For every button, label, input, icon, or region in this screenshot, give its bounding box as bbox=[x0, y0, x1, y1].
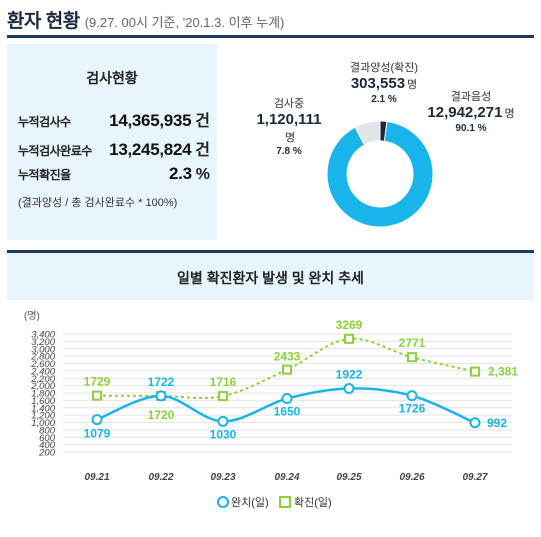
recovered-point bbox=[155, 390, 167, 402]
test-status-panel: 검사현황 누적검사수 14,365,935 건 누적검사완료수 13,245,82… bbox=[7, 44, 217, 240]
stat-value: 2.3 bbox=[169, 164, 192, 183]
confirmed-point bbox=[470, 366, 480, 377]
donut-segment-positive bbox=[379, 120, 388, 142]
stat-unit: % bbox=[195, 166, 210, 183]
confirmed-point bbox=[407, 352, 417, 363]
y-tick-label: 2,600 bbox=[30, 359, 55, 370]
y-tick-label: 1,800 bbox=[31, 389, 55, 400]
recovered-data-label: 1650 bbox=[274, 405, 301, 419]
y-tick-label: 2,800 bbox=[30, 352, 55, 363]
confirmed-data-label: 2,381 bbox=[488, 365, 518, 379]
recovered-point bbox=[217, 415, 229, 427]
donut-panel: 결과양성(확진) 303,553 명 2.1 % 검사중 1,120,111 명 7… bbox=[221, 44, 534, 240]
recovered-data-label: 1079 bbox=[84, 427, 111, 441]
x-tick-label: 09.25 bbox=[336, 472, 361, 483]
label-percent: 7.8 % bbox=[276, 146, 302, 157]
trend-chart-panel: 일별 확진환자 발생 및 완치 추세 (명) 3,400 3,200 3,000 2,8… bbox=[7, 253, 534, 535]
stat-label: 누적검사완료수 bbox=[18, 144, 92, 158]
label-value: 303,553 bbox=[350, 75, 406, 92]
label-name: 결과음성 bbox=[450, 91, 492, 103]
recovered-data-label: 992 bbox=[487, 416, 507, 430]
y-tick-label: 2,400 bbox=[30, 366, 55, 377]
stat-label: 누적검사수 bbox=[18, 115, 71, 129]
recovered-data-label: 1726 bbox=[399, 402, 426, 416]
page-header: 환자 현황 (9.27. 00시 기준, '20.1.3. 이후 누계) bbox=[7, 6, 284, 36]
stat-unit: 건 bbox=[195, 142, 210, 159]
y-tick-label: 2,000 bbox=[30, 381, 55, 392]
y-tick-label: 1,400 bbox=[31, 403, 55, 414]
label-unit: 명 bbox=[504, 108, 515, 120]
recovered-data-label: 1922 bbox=[336, 368, 363, 382]
label-value: 1,120,111 bbox=[256, 111, 322, 128]
stat-value: 13,245,824 bbox=[109, 140, 192, 159]
formula-note: (결과양성 / 총 검사완료수 * 100%) bbox=[18, 197, 178, 209]
donut-chart bbox=[326, 120, 434, 228]
recovered-point bbox=[406, 390, 418, 402]
donut-label-negative: 결과음성 12,942,271 명 90.1 % bbox=[411, 88, 531, 134]
label-name: 결과양성(확진) bbox=[349, 62, 419, 74]
label-unit: 명 bbox=[284, 132, 296, 144]
confirmed-data-label: 2433 bbox=[274, 350, 301, 364]
confirmed-data-label: 1716 bbox=[210, 375, 237, 389]
chart-title-bar bbox=[7, 253, 534, 300]
y-tick-label: 200 bbox=[38, 448, 56, 459]
y-tick-label: 3,200 bbox=[31, 337, 55, 348]
legend-confirmed-marker bbox=[279, 496, 291, 508]
recovered-point bbox=[343, 383, 355, 395]
chart-title: 일별 확진환자 발생 및 완치 추세 bbox=[177, 270, 364, 286]
label-percent: 90.1 % bbox=[455, 123, 487, 134]
confirmed-point bbox=[344, 333, 354, 344]
confirmed-point bbox=[282, 364, 292, 375]
x-tick-label: 09.26 bbox=[399, 472, 424, 483]
x-tick-label: 09.27 bbox=[462, 472, 487, 483]
stat-row-positive-rate: 누적확진율 2.3% bbox=[18, 164, 210, 184]
recovered-point bbox=[469, 417, 481, 429]
line-chart: (명)3,4003,2003,0002,8002,6002,4002,2002,… bbox=[24, 310, 518, 509]
label-unit: 명 bbox=[407, 79, 418, 91]
y-tick-label: 2,200 bbox=[30, 374, 55, 385]
recovered-data-label: 1722 bbox=[148, 375, 175, 389]
donut-label-positive: 결과양성(확진) 303,553 명 2.1 % bbox=[329, 59, 439, 105]
section-divider bbox=[7, 250, 534, 253]
confirmed-data-label: 2771 bbox=[399, 336, 426, 350]
stat-value: 14,365,935 bbox=[109, 111, 192, 130]
confirmed-point bbox=[218, 391, 228, 402]
page-title: 환자 현황 bbox=[7, 11, 80, 32]
label-name: 검사중 bbox=[273, 98, 305, 110]
y-tick-label: 3,400 bbox=[31, 330, 55, 341]
stat-unit: 건 bbox=[195, 113, 210, 130]
legend-recovered-label: 완치(일) bbox=[231, 495, 269, 509]
donut-label-testing: 검사중 1,120,111 명 7.8 % bbox=[241, 95, 337, 157]
x-tick-label: 09.22 bbox=[148, 472, 173, 483]
y-tick-label: 800 bbox=[39, 425, 56, 436]
y-tick-label: 1,200 bbox=[31, 411, 55, 422]
x-tick-label: 09.23 bbox=[210, 472, 235, 483]
x-tick-label: 09.24 bbox=[274, 472, 299, 483]
label-value: 12,942,271 bbox=[427, 104, 503, 121]
label-percent: 2.1 % bbox=[371, 94, 397, 105]
y-tick-label: 400 bbox=[39, 440, 56, 451]
header-divider bbox=[7, 35, 534, 38]
stat-label: 누적확진율 bbox=[18, 168, 71, 182]
stat-row-completed-tests: 누적검사완료수 13,245,824 건 bbox=[18, 136, 210, 160]
stat-row-total-tests: 누적검사수 14,365,935 건 bbox=[18, 107, 210, 131]
y-axis-label: (명) bbox=[24, 310, 40, 322]
y-tick-label: 1,000 bbox=[31, 418, 55, 429]
confirmed-point bbox=[92, 390, 102, 401]
recovered-point bbox=[281, 393, 293, 405]
y-tick-label: 600 bbox=[39, 433, 56, 444]
test-status-title: 검사현황 bbox=[86, 70, 138, 86]
x-tick-label: 09.21 bbox=[84, 472, 109, 483]
legend-recovered-marker bbox=[217, 496, 229, 508]
legend-confirmed-label: 확진(일) bbox=[294, 495, 332, 509]
confirmed-data-label: 3269 bbox=[336, 318, 363, 332]
donut-segment-negative bbox=[326, 120, 434, 228]
y-tick-label: 3,000 bbox=[31, 344, 55, 355]
y-tick-label: 1,600 bbox=[31, 396, 55, 407]
page-subtitle: (9.27. 00시 기준, '20.1.3. 이후 누계) bbox=[84, 15, 285, 30]
confirmed-data-label: 1720 bbox=[148, 408, 175, 422]
recovered-point bbox=[91, 414, 103, 426]
confirmed-data-label: 1729 bbox=[84, 375, 111, 389]
recovered-data-label: 1030 bbox=[210, 427, 237, 441]
